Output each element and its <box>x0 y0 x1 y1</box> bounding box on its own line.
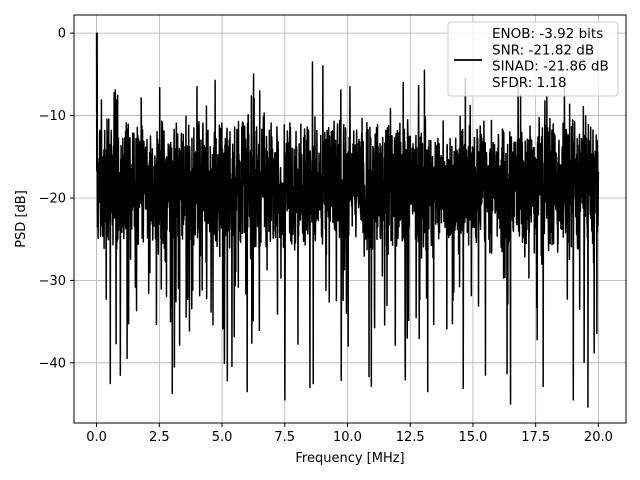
x-tick-label: 10.0 <box>333 430 362 445</box>
x-tick-label: 12.5 <box>396 430 425 445</box>
y-tick-label: 0 <box>58 27 66 42</box>
x-axis: 0.0 2.5 5.0 7.5 10.0 12.5 15.0 17.5 20.0 <box>86 423 613 445</box>
x-axis-label: Frequency [MHz] <box>295 451 404 466</box>
legend-box <box>447 21 619 97</box>
y-tick-label: −40 <box>39 356 66 371</box>
y-tick-label: −20 <box>39 191 66 206</box>
x-tick-label: 0.0 <box>86 430 107 445</box>
plot-frame <box>73 14 627 424</box>
x-tick-label: 20.0 <box>584 430 613 445</box>
legend-entry-line: SNR: -21.82 dB <box>492 42 594 58</box>
x-tick-label: 15.0 <box>458 430 487 445</box>
x-tick-label: 7.5 <box>274 430 295 445</box>
legend-entry-line: SINAD: -21.86 dB <box>492 59 609 75</box>
x-tick-label: 2.5 <box>149 430 170 445</box>
x-tick-label: 5.0 <box>212 430 233 445</box>
series-group <box>95 32 600 408</box>
legend-entry-line: ENOB: -3.92 bits <box>492 26 603 42</box>
psd-series-line <box>95 32 600 408</box>
y-tick-label: −10 <box>39 109 66 124</box>
y-axis-label: PSD [dB] <box>14 190 29 248</box>
x-tick-label: 17.5 <box>521 430 550 445</box>
legend-entry-line: SFDR: 1.18 <box>492 75 567 91</box>
y-tick-label: −30 <box>39 274 66 289</box>
y-axis: 0 −10 −20 −30 −40 <box>39 27 74 371</box>
